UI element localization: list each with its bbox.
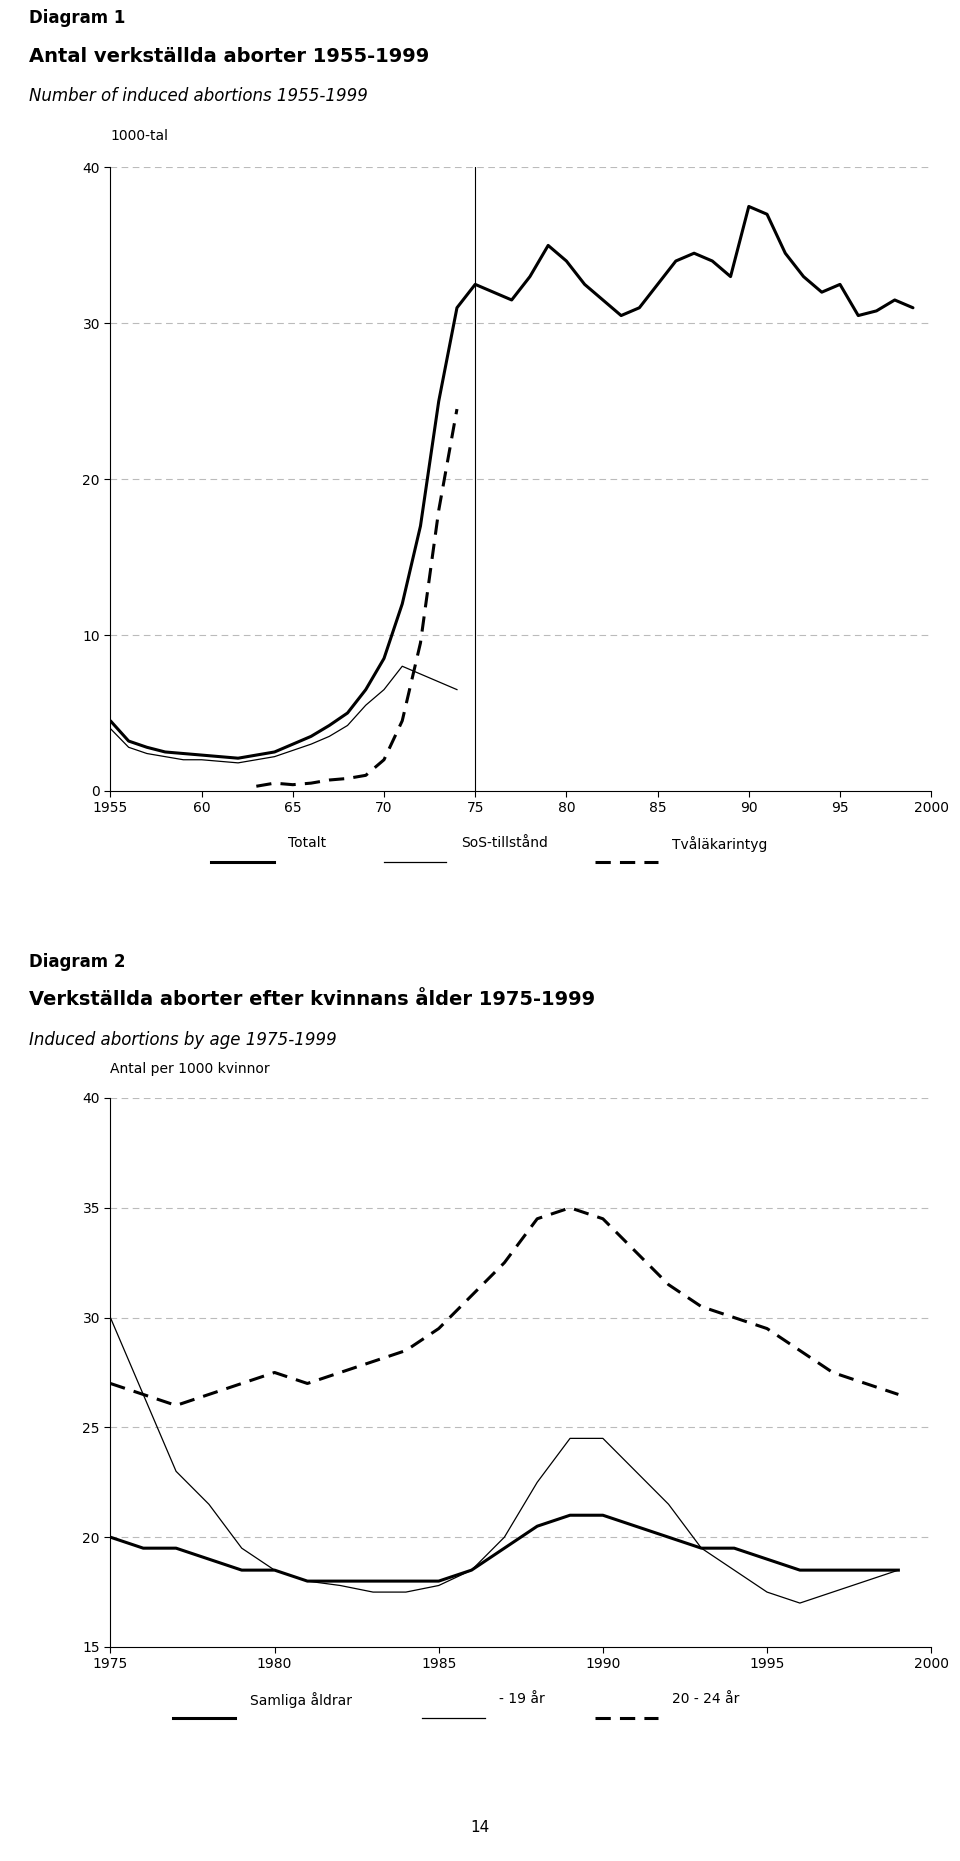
Text: Samliga åldrar: Samliga åldrar — [250, 1692, 351, 1708]
Text: Antal per 1000 kvinnor: Antal per 1000 kvinnor — [110, 1063, 270, 1076]
Text: Verkställda aborter efter kvinnans ålder 1975-1999: Verkställda aborter efter kvinnans ålder… — [29, 990, 595, 1009]
Text: Diagram 1: Diagram 1 — [29, 9, 125, 28]
Text: 1000-tal: 1000-tal — [110, 128, 168, 143]
Text: Diagram 2: Diagram 2 — [29, 953, 126, 971]
Text: Tvåläkarintyg: Tvåläkarintyg — [672, 836, 767, 852]
Text: Number of induced abortions 1955-1999: Number of induced abortions 1955-1999 — [29, 87, 368, 106]
Text: SoS-tillstånd: SoS-tillstånd — [461, 836, 547, 850]
Text: 20 - 24 år: 20 - 24 år — [672, 1692, 739, 1707]
Text: Totalt: Totalt — [288, 836, 326, 850]
Text: Induced abortions by age 1975-1999: Induced abortions by age 1975-1999 — [29, 1031, 337, 1050]
Text: - 19 år: - 19 år — [499, 1692, 545, 1707]
Text: Antal verkställda aborter 1955-1999: Antal verkställda aborter 1955-1999 — [29, 47, 429, 65]
Text: 14: 14 — [470, 1820, 490, 1835]
